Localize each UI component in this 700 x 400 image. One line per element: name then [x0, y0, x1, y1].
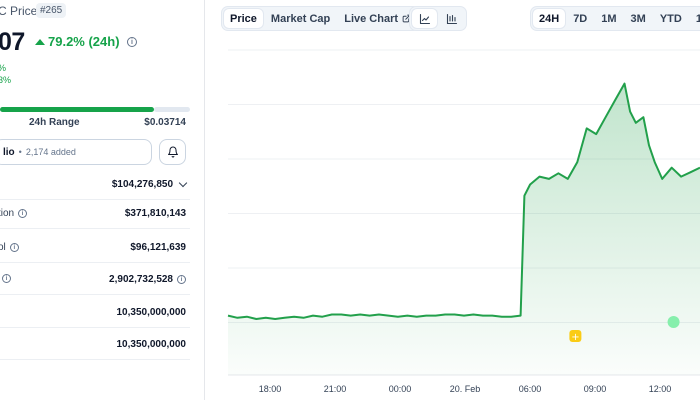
info-icon[interactable]: i	[2, 274, 11, 283]
x-tick-label: 06:00	[518, 384, 542, 394]
stat-row: 10,350,000,000	[0, 298, 190, 328]
range-24h-button[interactable]: 24H	[533, 9, 566, 28]
price-area-fill	[228, 83, 700, 375]
x-tick-label: 09:00	[583, 384, 607, 394]
range-1y-label: 1Y	[695, 12, 700, 25]
stat-value: 10,350,000,000	[116, 339, 186, 350]
info-icon[interactable]: i	[18, 209, 28, 218]
tab-price-label: Price	[230, 12, 257, 25]
price-change-value: 79.2% (24h)	[48, 34, 120, 49]
stat-label: tioni	[0, 208, 28, 219]
stat-value-text: 10,350,000,000	[116, 307, 186, 318]
range-bar-track	[154, 107, 190, 112]
candlestick-icon	[446, 13, 457, 24]
tab-live-chart[interactable]: Live Chart	[338, 9, 417, 28]
event-marker	[667, 316, 680, 328]
price-heading: C Price	[0, 4, 38, 18]
candlestick-chart-button[interactable]	[439, 9, 464, 28]
tab-market-cap-label: Market Cap	[270, 12, 331, 25]
stat-value-text: $104,276,850	[111, 179, 173, 190]
tab-price[interactable]: Price	[224, 9, 263, 28]
sub-change-line-1: %	[0, 63, 6, 73]
coin-summary-panel: C Price #265 07 79.2% (24h) i % 3% 24h R…	[0, 0, 204, 400]
chart-type-group	[409, 6, 467, 31]
price-line	[227, 82, 700, 320]
tab-market-cap[interactable]: Market Cap	[265, 9, 336, 28]
stat-row: ol i $96,121,639	[0, 233, 190, 263]
range-1m-button[interactable]: 1M	[595, 9, 622, 28]
stat-row: tioni $371,810,143	[0, 199, 190, 229]
range-high-value: $0.03714	[144, 117, 186, 128]
panel-divider	[204, 0, 205, 400]
stat-value-text: $96,121,639	[130, 242, 186, 253]
range-ytd-label: YTD	[659, 12, 682, 25]
price-chart[interactable]: + 18:00 21:00 00:00 20. Feb 06:00 09:00 12:00	[205, 40, 700, 400]
x-tick-label: 00:00	[388, 384, 412, 394]
range-7d-label: 7D	[573, 12, 588, 25]
range-ytd-button[interactable]: YTD	[654, 9, 688, 28]
range-3m-label: 3M	[630, 12, 646, 25]
range-24h-label: 24H	[539, 12, 560, 25]
time-range-group: 24H 7D 1M 3M YTD 1Y	[530, 6, 700, 31]
x-tick-label: 20. Feb	[449, 384, 481, 394]
current-price: 07	[0, 28, 25, 56]
info-icon[interactable]: i	[177, 275, 186, 284]
sub-change-line-2: 3%	[0, 75, 12, 85]
line-chart-icon	[419, 13, 430, 24]
range-7d-button[interactable]: 7D	[567, 9, 593, 28]
stat-row: 10,350,000,000	[0, 330, 190, 360]
price-change-24h: 79.2% (24h)	[35, 34, 120, 49]
add-to-portfolio-button[interactable]: lio • 2,174 added	[0, 139, 152, 165]
rank-badge: #265	[36, 3, 67, 18]
portfolio-dot: •	[18, 147, 22, 157]
price-alert-button[interactable]	[159, 139, 186, 165]
stat-value: 2,902,732,528 i	[109, 274, 186, 285]
tab-live-chart-label: Live Chart	[344, 12, 399, 25]
range-1m-label: 1M	[601, 12, 617, 25]
stat-value: $371,810,143	[125, 208, 186, 219]
range-3m-button[interactable]: 3M	[625, 9, 652, 28]
chevron-down-icon[interactable]	[178, 178, 188, 188]
info-icon[interactable]: i	[9, 243, 19, 252]
event-marker-glyph: +	[571, 332, 579, 343]
stat-row: i 2,902,732,528 i	[0, 265, 190, 295]
bell-icon	[167, 146, 178, 158]
stat-value-text: $371,810,143	[124, 208, 186, 219]
range-label: 24h Range	[29, 117, 80, 128]
stat-value-text: 2,902,732,528	[109, 274, 173, 285]
event-marker	[569, 330, 582, 342]
stat-row[interactable]: $104,276,850	[0, 170, 190, 200]
caret-up-icon	[35, 38, 45, 45]
line-chart-button[interactable]	[412, 9, 437, 28]
x-tick-label: 18:00	[258, 384, 282, 394]
portfolio-label: lio	[3, 146, 15, 158]
range-1y-button[interactable]: 1Y	[690, 9, 700, 28]
stat-value: $104,276,850	[111, 178, 188, 190]
stat-value: $96,121,639	[130, 242, 186, 253]
stat-label-text: tion	[0, 208, 15, 219]
x-tick-label: 12:00	[648, 384, 672, 394]
x-tick-label: 21:00	[323, 384, 347, 394]
range-bar-fill	[0, 107, 154, 112]
price-chart-svg[interactable]: +	[205, 40, 700, 400]
chart-tab-group: Price Market Cap Live Chart	[221, 6, 421, 31]
stat-label: i	[0, 274, 11, 283]
portfolio-added-count: 2,174 added	[25, 147, 76, 157]
stat-value-text: 10,350,000,000	[116, 339, 186, 350]
info-icon[interactable]: i	[127, 37, 137, 47]
stat-label: ol i	[0, 242, 19, 253]
stat-value: 10,350,000,000	[116, 307, 186, 318]
stat-label-text: ol	[0, 242, 6, 253]
